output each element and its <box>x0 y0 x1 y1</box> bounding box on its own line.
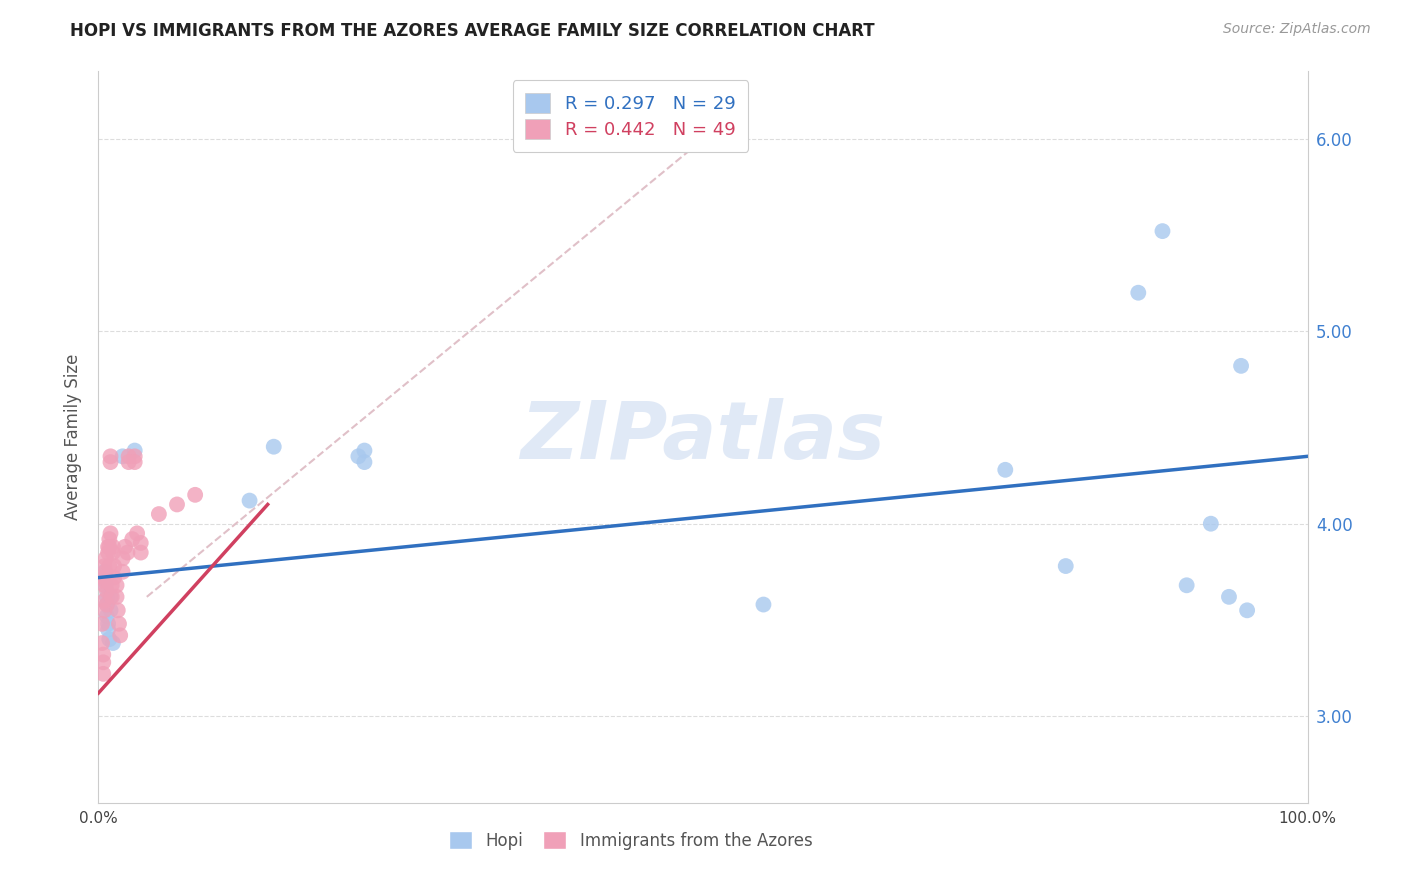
Point <box>263 440 285 454</box>
Point <box>148 507 170 521</box>
Point <box>91 648 114 662</box>
Point <box>97 623 120 637</box>
Point <box>97 540 120 554</box>
Point <box>101 540 124 554</box>
Point <box>1199 516 1222 531</box>
Text: HOPI VS IMMIGRANTS FROM THE AZORES AVERAGE FAMILY SIZE CORRELATION CHART: HOPI VS IMMIGRANTS FROM THE AZORES AVERA… <box>70 22 875 40</box>
Point <box>124 455 146 469</box>
Point <box>353 443 375 458</box>
Point <box>117 545 139 559</box>
Point <box>100 455 122 469</box>
Point <box>184 488 207 502</box>
Point <box>94 574 117 589</box>
Point <box>1152 224 1174 238</box>
Legend: Hopi, Immigrants from the Azores: Hopi, Immigrants from the Azores <box>441 824 820 856</box>
Point <box>994 463 1017 477</box>
Point <box>100 450 122 464</box>
Text: Source: ZipAtlas.com: Source: ZipAtlas.com <box>1223 22 1371 37</box>
Point <box>1054 559 1077 574</box>
Point <box>100 603 122 617</box>
Point <box>97 545 120 559</box>
Point <box>111 551 134 566</box>
Point <box>124 450 146 464</box>
Text: ZIPatlas: ZIPatlas <box>520 398 886 476</box>
Point <box>94 551 117 566</box>
Point <box>100 590 122 604</box>
Point <box>101 545 124 559</box>
Point <box>93 593 115 607</box>
Point <box>103 559 125 574</box>
Point <box>96 598 118 612</box>
Point <box>91 655 114 669</box>
Point <box>93 559 115 574</box>
Point <box>239 493 262 508</box>
Y-axis label: Average Family Size: Average Family Size <box>65 354 83 520</box>
Point <box>91 636 114 650</box>
Point <box>166 498 188 512</box>
Point <box>105 590 128 604</box>
Point <box>111 450 134 464</box>
Point <box>108 616 131 631</box>
Point <box>1218 590 1240 604</box>
Point <box>118 450 141 464</box>
Point <box>100 578 122 592</box>
Point <box>94 571 117 585</box>
Point <box>91 666 114 681</box>
Point <box>114 540 136 554</box>
Point <box>129 536 152 550</box>
Point <box>107 603 129 617</box>
Point <box>96 584 118 599</box>
Point <box>94 565 117 579</box>
Point <box>93 565 115 579</box>
Point <box>93 578 115 592</box>
Point <box>127 526 149 541</box>
Point <box>100 590 122 604</box>
Point <box>93 603 115 617</box>
Point <box>93 571 115 585</box>
Point <box>97 616 120 631</box>
Point <box>98 540 121 554</box>
Point <box>101 636 124 650</box>
Point <box>103 571 125 585</box>
Point <box>111 565 134 579</box>
Point <box>96 609 118 624</box>
Point <box>1128 285 1150 300</box>
Point <box>121 532 143 546</box>
Point <box>98 532 121 546</box>
Point <box>347 450 370 464</box>
Point <box>1230 359 1253 373</box>
Point <box>91 616 114 631</box>
Point <box>752 598 775 612</box>
Point <box>98 559 121 574</box>
Point <box>353 455 375 469</box>
Point <box>98 632 121 647</box>
Point <box>100 526 122 541</box>
Point <box>118 455 141 469</box>
Point <box>1236 603 1258 617</box>
Point <box>96 590 118 604</box>
Point <box>108 628 131 642</box>
Point <box>94 578 117 592</box>
Point <box>124 443 146 458</box>
Point <box>96 598 118 612</box>
Point <box>129 545 152 559</box>
Point <box>1175 578 1198 592</box>
Point <box>105 578 128 592</box>
